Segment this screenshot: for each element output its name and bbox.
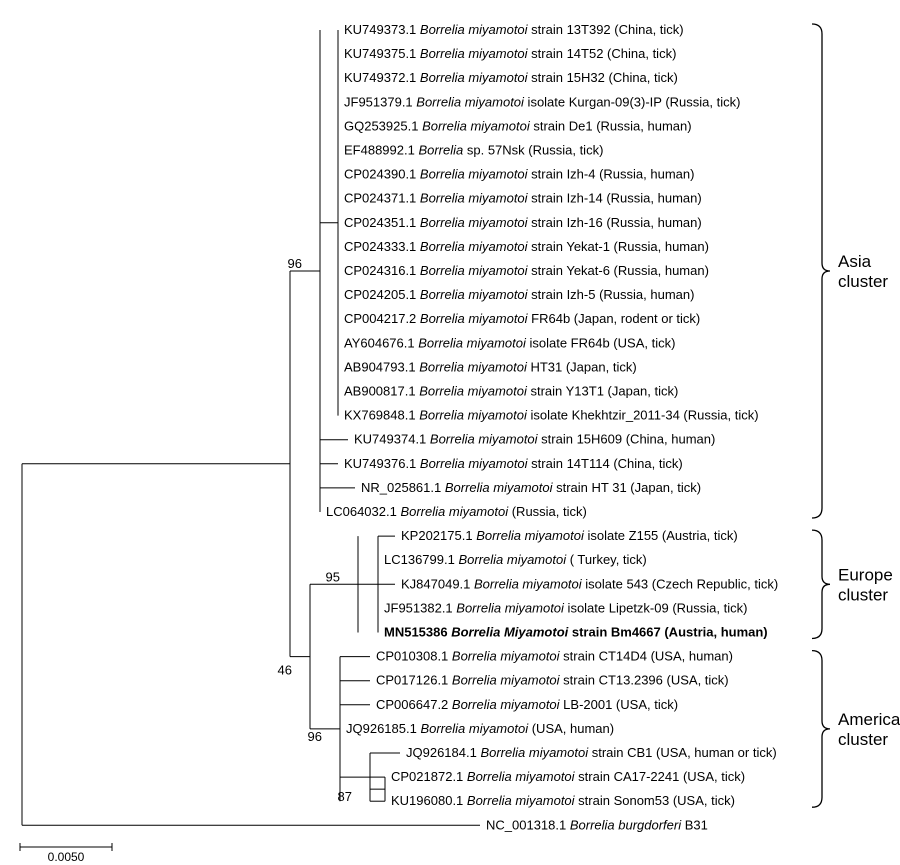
tip-row: CP006647.2 Borrelia miyamotoi LB-2001 (U… (376, 697, 678, 712)
tip-row: JF951382.1 Borrelia miyamotoi isolate Li… (384, 600, 747, 615)
svg-text:46: 46 (278, 663, 292, 678)
svg-text:CP010308.1 Borrelia miyamotoi: CP010308.1 Borrelia miyamotoi strain CT1… (376, 649, 733, 664)
svg-text:CP021872.1 Borrelia miyamotoi: CP021872.1 Borrelia miyamotoi strain CA1… (391, 769, 745, 784)
svg-text:LC136799.1 Borrelia miyamotoi: LC136799.1 Borrelia miyamotoi ( Turkey, … (384, 552, 647, 567)
svg-text:0.0050: 0.0050 (48, 850, 85, 864)
svg-text:MN515386 Borrelia Miyamotoi st: MN515386 Borrelia Miyamotoi strain Bm466… (384, 625, 768, 640)
tip-row: KX769848.1 Borrelia miyamotoi isolate Kh… (344, 408, 759, 423)
svg-text:America: America (838, 710, 900, 729)
tip-row: JQ926184.1 Borrelia miyamotoi strain CB1… (406, 745, 777, 760)
svg-text:KU749374.1 Borrelia miyamotoi: KU749374.1 Borrelia miyamotoi strain 15H… (354, 432, 715, 447)
svg-text:JF951382.1 Borrelia miyamotoi: JF951382.1 Borrelia miyamotoi isolate Li… (384, 600, 747, 615)
tip-row: KJ847049.1 Borrelia miyamotoi isolate 54… (401, 576, 778, 591)
svg-text:LC064032.1 Borrelia miyamotoi: LC064032.1 Borrelia miyamotoi (Russia, t… (326, 504, 587, 519)
svg-text:cluster: cluster (838, 730, 888, 749)
tip-row: CP017126.1 Borrelia miyamotoi strain CT1… (376, 673, 729, 688)
tip-row: AB900817.1 Borrelia miyamotoi strain Y13… (344, 384, 678, 399)
svg-text:NC_001318.1 Borrelia burgdorfe: NC_001318.1 Borrelia burgdorferi B31 (486, 817, 708, 832)
phylogenetic-tree: KU749373.1 Borrelia miyamotoi strain 13T… (0, 0, 900, 865)
svg-text:CP024316.1 Borrelia miyamotoi: CP024316.1 Borrelia miyamotoi strain Yek… (344, 263, 709, 278)
svg-text:CP006647.2 Borrelia miyamotoi: CP006647.2 Borrelia miyamotoi LB-2001 (U… (376, 697, 678, 712)
svg-text:cluster: cluster (838, 272, 888, 291)
svg-text:KU749373.1 Borrelia miyamotoi: KU749373.1 Borrelia miyamotoi strain 13T… (344, 22, 684, 37)
svg-text:95: 95 (326, 569, 340, 584)
svg-text:96: 96 (288, 256, 302, 271)
tip-row: KU749376.1 Borrelia miyamotoi strain 14T… (344, 456, 683, 471)
tip-row: KU749372.1 Borrelia miyamotoi strain 15H… (344, 70, 678, 85)
svg-text:CP004217.2 Borrelia miyamotoi: CP004217.2 Borrelia miyamotoi FR64b (Jap… (344, 311, 700, 326)
svg-text:CP024390.1 Borrelia miyamotoi: CP024390.1 Borrelia miyamotoi strain Izh… (344, 167, 694, 182)
tip-row: AY604676.1 Borrelia miyamotoi isolate FR… (344, 335, 675, 350)
svg-text:Asia: Asia (838, 252, 872, 271)
tip-row: KU749373.1 Borrelia miyamotoi strain 13T… (344, 22, 684, 37)
svg-text:JQ926184.1 Borrelia miyamotoi: JQ926184.1 Borrelia miyamotoi strain CB1… (406, 745, 777, 760)
svg-text:AB904793.1 Borrelia miyamotoi: AB904793.1 Borrelia miyamotoi HT31 (Japa… (344, 359, 637, 374)
tip-row: CP021872.1 Borrelia miyamotoi strain CA1… (391, 769, 745, 784)
tip-row: CP010308.1 Borrelia miyamotoi strain CT1… (376, 649, 733, 664)
cluster-bracket (812, 24, 830, 518)
svg-text:KX769848.1 Borrelia miyamotoi: KX769848.1 Borrelia miyamotoi isolate Kh… (344, 408, 759, 423)
svg-text:96: 96 (308, 729, 322, 744)
svg-text:GQ253925.1 Borrelia miyamotoi: GQ253925.1 Borrelia miyamotoi strain De1… (344, 118, 692, 133)
svg-text:cluster: cluster (838, 585, 888, 604)
svg-text:KU749376.1 Borrelia miyamotoi: KU749376.1 Borrelia miyamotoi strain 14T… (344, 456, 683, 471)
tip-row: CP024351.1 Borrelia miyamotoi strain Izh… (344, 215, 702, 230)
tip-row: EF488992.1 Borrelia sp. 57Nsk (Russia, t… (344, 143, 603, 158)
svg-text:KJ847049.1 Borrelia miyamotoi: KJ847049.1 Borrelia miyamotoi isolate 54… (401, 576, 778, 591)
svg-text:CP024333.1 Borrelia miyamotoi: CP024333.1 Borrelia miyamotoi strain Yek… (344, 239, 709, 254)
tip-row: CP024316.1 Borrelia miyamotoi strain Yek… (344, 263, 709, 278)
svg-text:CP024351.1 Borrelia miyamotoi: CP024351.1 Borrelia miyamotoi strain Izh… (344, 215, 702, 230)
tip-row: CP024390.1 Borrelia miyamotoi strain Izh… (344, 167, 694, 182)
tip-row: NR_025861.1 Borrelia miyamotoi strain HT… (361, 480, 701, 495)
svg-text:KU749375.1 Borrelia miyamotoi: KU749375.1 Borrelia miyamotoi strain 14T… (344, 46, 676, 61)
tip-row: JQ926185.1 Borrelia miyamotoi (USA, huma… (346, 721, 614, 736)
svg-text:AB900817.1 Borrelia miyamotoi: AB900817.1 Borrelia miyamotoi strain Y13… (344, 384, 678, 399)
tip-row: GQ253925.1 Borrelia miyamotoi strain De1… (344, 118, 692, 133)
tip-row: KU196080.1 Borrelia miyamotoi strain Son… (391, 793, 735, 808)
tip-row: MN515386 Borrelia Miyamotoi strain Bm466… (384, 625, 768, 640)
tip-row: KU749375.1 Borrelia miyamotoi strain 14T… (344, 46, 676, 61)
tip-row: CP004217.2 Borrelia miyamotoi FR64b (Jap… (344, 311, 700, 326)
svg-text:KU196080.1 Borrelia miyamotoi: KU196080.1 Borrelia miyamotoi strain Son… (391, 793, 735, 808)
tip-row: CP024205.1 Borrelia miyamotoi strain Izh… (344, 287, 694, 302)
svg-text:JF951379.1 Borrelia miyamotoi: JF951379.1 Borrelia miyamotoi isolate Ku… (344, 94, 740, 109)
svg-text:NR_025861.1 Borrelia miyamotoi: NR_025861.1 Borrelia miyamotoi strain HT… (361, 480, 701, 495)
tip-row: NC_001318.1 Borrelia burgdorferi B31 (486, 817, 708, 832)
svg-text:EF488992.1 Borrelia sp. 57Nsk: EF488992.1 Borrelia sp. 57Nsk (Russia, t… (344, 143, 603, 158)
svg-text:JQ926185.1 Borrelia miyamotoi: JQ926185.1 Borrelia miyamotoi (USA, huma… (346, 721, 614, 736)
svg-text:AY604676.1 Borrelia miyamotoi: AY604676.1 Borrelia miyamotoi isolate FR… (344, 335, 675, 350)
cluster-bracket (812, 530, 830, 638)
svg-text:Europe: Europe (838, 565, 893, 584)
tip-row: CP024371.1 Borrelia miyamotoi strain Izh… (344, 191, 702, 206)
svg-text:CP024371.1 Borrelia miyamotoi: CP024371.1 Borrelia miyamotoi strain Izh… (344, 191, 702, 206)
tip-row: LC136799.1 Borrelia miyamotoi ( Turkey, … (384, 552, 647, 567)
svg-text:CP024205.1 Borrelia miyamotoi: CP024205.1 Borrelia miyamotoi strain Izh… (344, 287, 694, 302)
cluster-bracket (812, 651, 830, 808)
svg-text:KU749372.1 Borrelia miyamotoi: KU749372.1 Borrelia miyamotoi strain 15H… (344, 70, 678, 85)
tip-row: JF951379.1 Borrelia miyamotoi isolate Ku… (344, 94, 740, 109)
tip-row: KU749374.1 Borrelia miyamotoi strain 15H… (354, 432, 715, 447)
tip-row: AB904793.1 Borrelia miyamotoi HT31 (Japa… (344, 359, 637, 374)
tip-row: KP202175.1 Borrelia miyamotoi isolate Z1… (401, 528, 738, 543)
svg-text:KP202175.1 Borrelia miyamotoi: KP202175.1 Borrelia miyamotoi isolate Z1… (401, 528, 738, 543)
tip-row: LC064032.1 Borrelia miyamotoi (Russia, t… (326, 504, 587, 519)
svg-text:CP017126.1 Borrelia miyamotoi: CP017126.1 Borrelia miyamotoi strain CT1… (376, 673, 729, 688)
tip-row: CP024333.1 Borrelia miyamotoi strain Yek… (344, 239, 709, 254)
